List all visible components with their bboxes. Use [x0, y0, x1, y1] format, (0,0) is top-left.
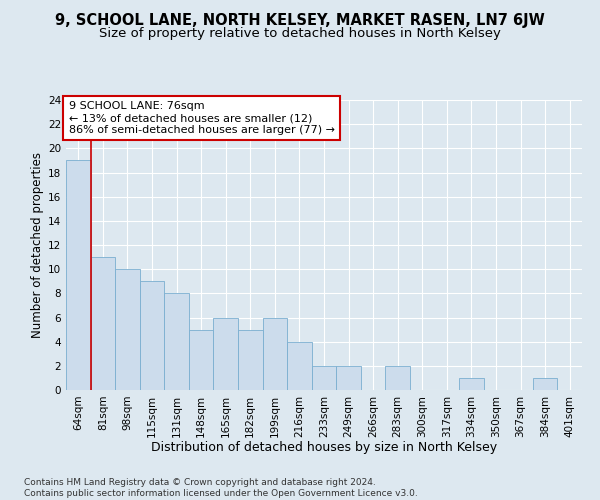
Bar [459, 378, 484, 390]
X-axis label: Distribution of detached houses by size in North Kelsey: Distribution of detached houses by size … [151, 441, 497, 454]
Bar [336, 366, 361, 390]
Y-axis label: Number of detached properties: Number of detached properties [31, 152, 44, 338]
Bar [164, 294, 189, 390]
Text: Contains HM Land Registry data © Crown copyright and database right 2024.
Contai: Contains HM Land Registry data © Crown c… [24, 478, 418, 498]
Bar [214, 318, 238, 390]
Text: 9 SCHOOL LANE: 76sqm
← 13% of detached houses are smaller (12)
86% of semi-detac: 9 SCHOOL LANE: 76sqm ← 13% of detached h… [68, 102, 335, 134]
Bar [66, 160, 91, 390]
Bar [287, 342, 312, 390]
Bar [533, 378, 557, 390]
Bar [189, 330, 214, 390]
Bar [91, 257, 115, 390]
Text: Size of property relative to detached houses in North Kelsey: Size of property relative to detached ho… [99, 28, 501, 40]
Bar [385, 366, 410, 390]
Bar [140, 281, 164, 390]
Bar [312, 366, 336, 390]
Bar [263, 318, 287, 390]
Bar [115, 269, 140, 390]
Text: 9, SCHOOL LANE, NORTH KELSEY, MARKET RASEN, LN7 6JW: 9, SCHOOL LANE, NORTH KELSEY, MARKET RAS… [55, 12, 545, 28]
Bar [238, 330, 263, 390]
